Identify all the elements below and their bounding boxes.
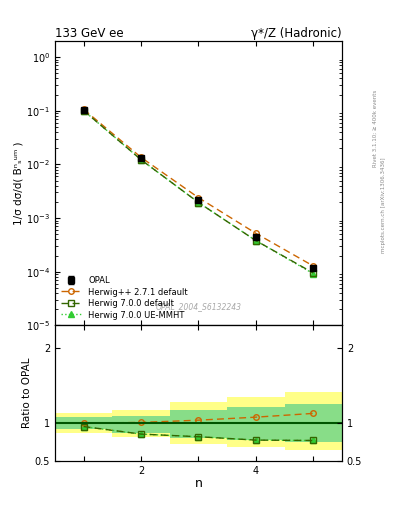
Text: γ*/Z (Hadronic): γ*/Z (Hadronic) [251,27,342,40]
Text: mcplots.cern.ch [arXiv:1306.3436]: mcplots.cern.ch [arXiv:1306.3436] [381,157,386,252]
Herwig++ 2.7.1 default [253,230,258,237]
Herwig++ 2.7.1 default [311,263,316,269]
Herwig++ 2.7.1 default [196,195,201,201]
Herwig 7.0.0 UE-MMHT [311,270,316,276]
Line: Herwig 7.0.0 default: Herwig 7.0.0 default [81,108,316,275]
Text: Rivet 3.1.10; ≥ 400k events: Rivet 3.1.10; ≥ 400k events [373,90,378,166]
Herwig 7.0.0 default [311,270,316,276]
Herwig 7.0.0 UE-MMHT [253,238,258,244]
Text: OPAL_2004_S6132243: OPAL_2004_S6132243 [156,302,241,311]
Herwig 7.0.0 default [81,108,86,114]
Text: 133 GeV ee: 133 GeV ee [55,27,124,40]
Herwig 7.0.0 default [196,200,201,206]
Herwig 7.0.0 UE-MMHT [139,157,143,163]
Y-axis label: Ratio to OPAL: Ratio to OPAL [22,358,32,429]
Legend: OPAL, Herwig++ 2.7.1 default, Herwig 7.0.0 default, Herwig 7.0.0 UE-MMHT: OPAL, Herwig++ 2.7.1 default, Herwig 7.0… [59,274,190,321]
Herwig++ 2.7.1 default [81,106,86,113]
Line: Herwig++ 2.7.1 default: Herwig++ 2.7.1 default [81,106,316,269]
Y-axis label: 1/σ dσ/d( Bⁿₛᵘᵐ ): 1/σ dσ/d( Bⁿₛᵘᵐ ) [13,141,23,225]
Herwig 7.0.0 UE-MMHT [196,200,201,206]
Herwig++ 2.7.1 default [139,154,143,160]
Line: Herwig 7.0.0 UE-MMHT: Herwig 7.0.0 UE-MMHT [81,108,316,276]
X-axis label: n: n [195,477,202,490]
Herwig 7.0.0 default [253,238,258,244]
Herwig 7.0.0 UE-MMHT [81,108,86,114]
Herwig 7.0.0 default [139,157,143,163]
